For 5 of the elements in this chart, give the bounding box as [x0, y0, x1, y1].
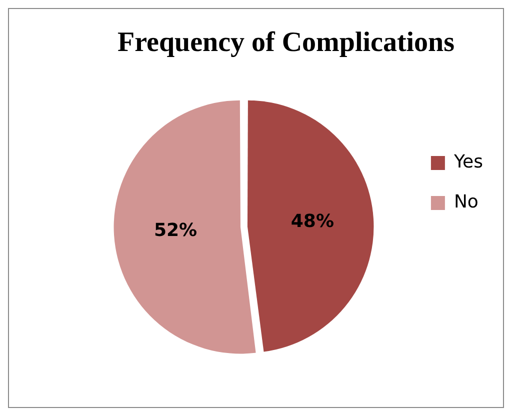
chart-title: Frequency of Complications: [117, 27, 455, 58]
data-label: 52%: [154, 220, 198, 241]
legend-label: No: [454, 192, 478, 213]
data-label: 48%: [290, 211, 334, 232]
legend-label: Yes: [452, 152, 484, 173]
